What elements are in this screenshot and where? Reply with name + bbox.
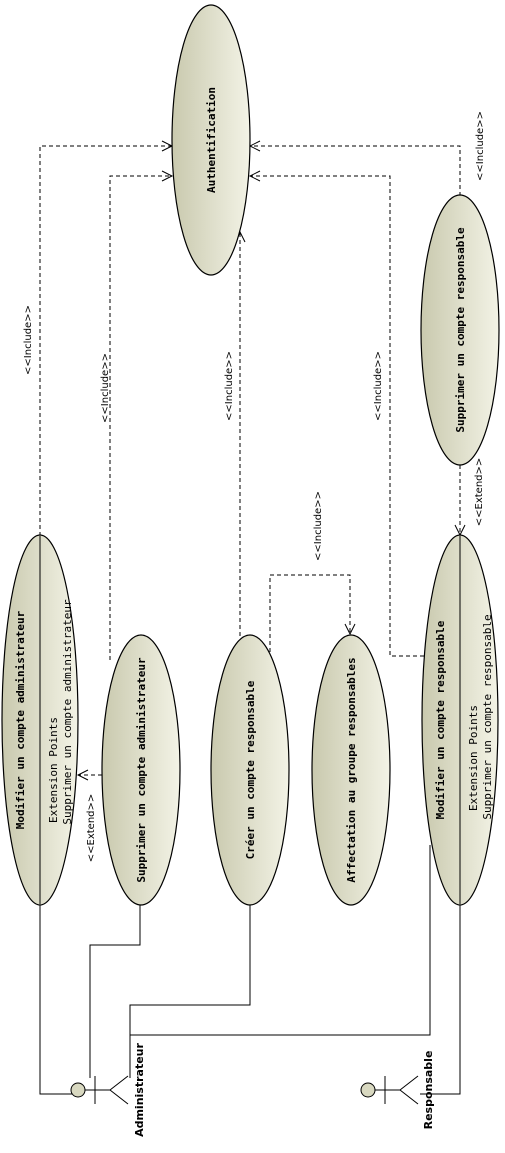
use-case-label: Supprimer un compte administrateur <box>135 657 148 883</box>
include-label: <<Include>> <box>475 111 486 181</box>
include-link-mod-resp-auth <box>250 175 424 657</box>
actor-responsable[interactable]: Responsable <box>360 1051 435 1130</box>
actor-head-icon <box>360 1082 376 1098</box>
use-case-label: Modifier un compte responsable <box>434 620 447 819</box>
actor-administrateur[interactable]: Administrateur <box>70 1043 146 1137</box>
include-label: <<Include>> <box>23 305 34 375</box>
assoc-admin-supp-admin <box>89 904 141 1078</box>
extension-point-item: Supprimer un compte administrateur <box>61 599 74 825</box>
include-link-mod-admin-auth <box>39 145 172 536</box>
include-label: <<Include>> <box>313 491 324 561</box>
use-case-supprimer-compte-admin[interactable]: Supprimer un compte administrateur <box>101 634 181 906</box>
actor-label: Responsable <box>422 1051 435 1130</box>
use-case-authentification[interactable]: Authentification <box>171 4 251 276</box>
use-case-creer-compte-responsable[interactable]: Créer un compte responsable <box>210 634 290 906</box>
use-case-label: Créer un compte responsable <box>244 680 257 859</box>
use-case-affectation-groupe[interactable]: Affectation au groupe responsables <box>311 634 391 906</box>
arrowhead-icon <box>161 170 174 182</box>
arrowhead-icon <box>344 623 356 636</box>
extend-label: <<Extend>> <box>474 458 485 527</box>
extend-label: <<Extend>> <box>86 794 97 863</box>
use-case-supprimer-compte-responsable[interactable]: Supprimer un compte responsable <box>420 194 500 466</box>
assoc-resp-mod-resp <box>420 904 461 1095</box>
actor-head-icon <box>70 1082 86 1098</box>
assoc-admin-creer-resp <box>129 904 251 1078</box>
use-case-label: Supprimer un compte responsable <box>454 227 467 433</box>
actor-label: Administrateur <box>133 1043 146 1137</box>
use-case-label: Affectation au groupe responsables <box>345 657 358 882</box>
include-link-supp-admin-auth <box>109 175 172 660</box>
arrowhead-icon <box>248 170 261 182</box>
extension-point-item: Supprimer un compte responsable <box>481 614 494 819</box>
use-case-label: Authentification <box>205 87 218 193</box>
include-label: <<Include>> <box>373 351 384 421</box>
use-case-label: Modifier un compte administrateur <box>14 610 27 829</box>
arrowhead-icon <box>76 769 89 781</box>
assoc-admin-mod-resp <box>130 845 431 1036</box>
extension-points-title: Extension Points <box>47 717 60 823</box>
use-case-modifier-compte-responsable[interactable]: Modifier un compte responsable Extension… <box>421 534 499 906</box>
use-case-modifier-compte-admin[interactable]: Modifier un compte administrateur Extens… <box>1 534 79 906</box>
include-label: <<Include>> <box>100 353 111 423</box>
assoc-admin-mod-admin <box>39 904 72 1095</box>
include-label: <<Include>> <box>224 351 235 421</box>
include-link-supp-resp-auth <box>250 145 461 196</box>
extension-points-title: Extension Points <box>467 705 480 811</box>
include-link-creer-resp-affect <box>269 574 351 652</box>
